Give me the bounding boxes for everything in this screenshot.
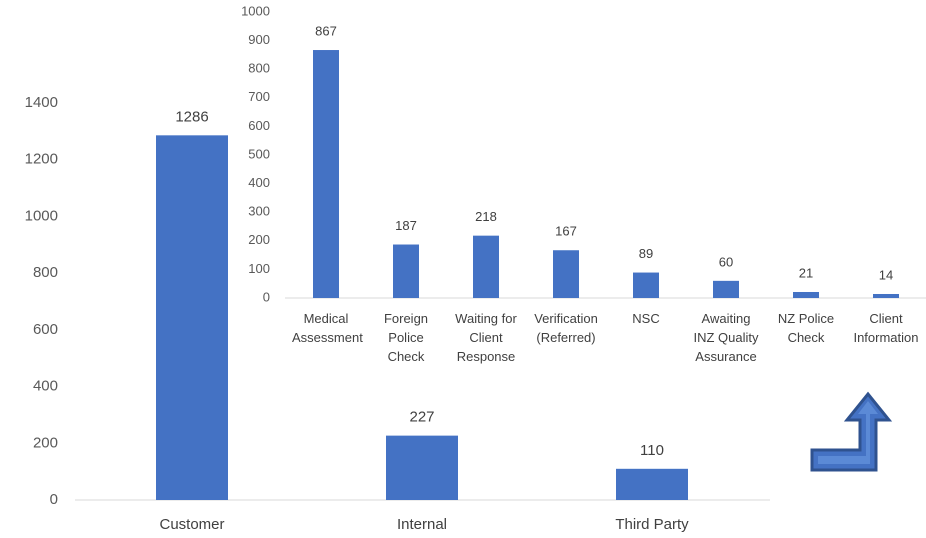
x-tick-label-box: NSC — [632, 311, 660, 326]
y-tick-label: 800 — [248, 61, 270, 76]
data-label: 867 — [315, 23, 337, 38]
data-label: 227 — [409, 409, 434, 426]
x-tick-label-box: Medical Assessment — [292, 311, 363, 345]
bar — [386, 435, 458, 500]
x-tick-label-box: Verification (Referred) — [534, 311, 598, 345]
y-tick-label: 700 — [248, 89, 270, 104]
y-tick-label: 800 — [33, 264, 58, 281]
bar — [616, 468, 688, 500]
x-tick-label-box: Foreign Police Check — [383, 311, 429, 364]
x-tick-label-box: Client Information — [853, 311, 919, 345]
x-tick-label: NSC — [632, 311, 660, 326]
x-tick-label: NZ Police Check — [777, 311, 835, 345]
data-label: 14 — [879, 267, 893, 282]
y-tick-label: 900 — [248, 32, 270, 47]
bar — [156, 135, 228, 500]
x-tick-label: Verification (Referred) — [534, 311, 598, 345]
bar — [553, 250, 579, 298]
x-tick-label-box: NZ Police Check — [777, 311, 835, 345]
bar — [873, 293, 899, 298]
data-label: 110 — [640, 442, 664, 459]
y-tick-label: 600 — [33, 321, 58, 338]
y-tick-label: 500 — [248, 146, 270, 161]
data-label: 167 — [555, 224, 577, 239]
x-tick-label: Waiting for Client Response — [455, 311, 517, 364]
data-label: 218 — [475, 209, 497, 224]
bent-arrow-highlight — [818, 401, 878, 464]
bar — [313, 50, 339, 299]
x-tick-label: Third Party — [615, 516, 689, 533]
bar — [633, 272, 659, 298]
y-tick-label: 1000 — [241, 3, 270, 18]
y-tick-label: 1200 — [25, 151, 58, 168]
y-tick-label: 0 — [263, 289, 270, 304]
y-tick-label: 600 — [248, 118, 270, 133]
y-tick-label: 0 — [50, 491, 58, 508]
x-tick-label: Internal — [397, 516, 447, 533]
x-tick-label: Foreign Police Check — [383, 311, 429, 364]
x-tick-label: Awaiting INZ Quality Assurance — [693, 311, 759, 364]
y-tick-label: 400 — [248, 175, 270, 190]
bar — [473, 235, 499, 298]
y-tick-label: 1400 — [25, 94, 58, 111]
data-label: 60 — [719, 254, 733, 269]
data-label: 21 — [799, 265, 813, 280]
y-tick-label: 200 — [248, 232, 270, 247]
y-tick-label: 200 — [33, 434, 58, 451]
y-tick-label: 400 — [33, 378, 58, 395]
y-tick-label: 1000 — [25, 207, 58, 224]
bar — [793, 291, 819, 298]
x-tick-label: Customer — [159, 516, 224, 533]
x-tick-label: Medical Assessment — [292, 311, 363, 345]
x-tick-label-box: Waiting for Client Response — [455, 311, 517, 364]
bar — [713, 280, 739, 298]
y-tick-label: 100 — [248, 261, 270, 276]
y-tick-label: 300 — [248, 204, 270, 219]
x-tick-label-box: Awaiting INZ Quality Assurance — [693, 311, 759, 364]
data-label: 187 — [395, 218, 417, 233]
data-label: 89 — [639, 246, 653, 261]
x-tick-label: Client Information — [853, 311, 919, 345]
bar — [393, 244, 419, 298]
data-label: 1286 — [175, 108, 208, 125]
